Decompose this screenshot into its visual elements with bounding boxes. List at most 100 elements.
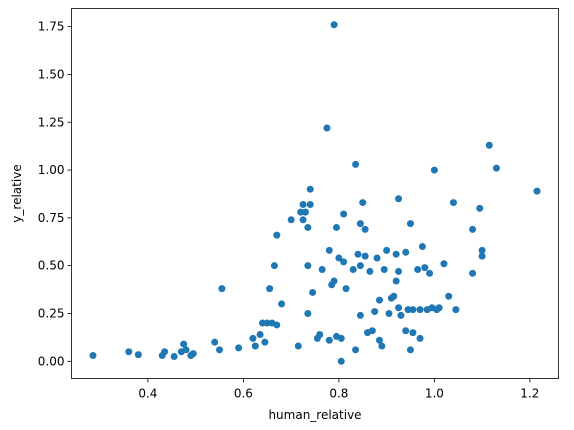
- data-point: [354, 250, 362, 258]
- data-point: [409, 329, 417, 337]
- y-axis-label: y_relative: [10, 164, 24, 222]
- data-point: [270, 262, 278, 270]
- data-point: [430, 166, 438, 174]
- data-point: [287, 216, 295, 224]
- data-point: [340, 258, 348, 266]
- data-point: [235, 344, 243, 352]
- data-point: [533, 187, 541, 195]
- x-tick-label: 1.0: [425, 387, 444, 401]
- x-axis-label: human_relative: [268, 408, 361, 422]
- data-point: [189, 350, 197, 358]
- data-point: [418, 243, 426, 251]
- data-point: [469, 269, 477, 277]
- data-point: [251, 342, 259, 350]
- data-point: [469, 225, 477, 233]
- y-tick-label: 1.00: [38, 163, 65, 177]
- data-point: [395, 195, 403, 203]
- y-tick-label: 1.75: [38, 20, 65, 34]
- data-point: [134, 351, 142, 359]
- plot-background: [71, 8, 559, 379]
- data-point: [309, 288, 317, 296]
- data-point: [356, 262, 364, 270]
- data-point: [125, 348, 133, 356]
- data-point: [385, 309, 393, 317]
- data-point: [356, 220, 364, 228]
- data-point: [325, 246, 333, 254]
- data-point: [368, 327, 376, 335]
- y-tick-label: 0.75: [38, 211, 65, 225]
- data-point: [304, 309, 312, 317]
- data-point: [383, 246, 391, 254]
- data-point: [330, 21, 338, 29]
- data-point: [218, 285, 226, 293]
- data-point: [421, 264, 429, 272]
- data-point: [294, 342, 302, 350]
- data-point: [256, 331, 264, 339]
- data-point: [390, 292, 398, 300]
- y-tick-label: 1.50: [38, 67, 65, 81]
- data-point: [395, 267, 403, 275]
- data-point: [375, 336, 383, 344]
- data-point: [349, 266, 357, 274]
- data-point: [273, 231, 281, 239]
- data-point: [371, 308, 379, 316]
- data-point: [261, 338, 269, 346]
- data-point: [416, 334, 424, 342]
- data-point: [392, 277, 400, 285]
- data-point: [161, 348, 169, 356]
- x-axis-ticks: 0.4 0.6 0.8 1.0 1.2: [138, 378, 539, 401]
- data-point: [395, 304, 403, 312]
- y-tick-label: 0.00: [38, 354, 65, 368]
- data-point: [375, 296, 383, 304]
- data-point: [402, 327, 410, 335]
- data-point: [330, 277, 338, 285]
- data-point: [406, 220, 414, 228]
- data-point: [306, 200, 314, 208]
- data-point: [304, 223, 312, 231]
- data-point: [449, 199, 457, 207]
- data-point: [361, 252, 369, 260]
- data-point: [452, 306, 460, 314]
- data-point: [366, 267, 374, 275]
- data-point: [492, 164, 500, 172]
- data-point: [335, 254, 343, 262]
- data-point: [332, 223, 340, 231]
- data-point: [337, 334, 345, 342]
- data-point: [325, 336, 333, 344]
- data-point: [216, 346, 224, 354]
- data-point: [402, 248, 410, 256]
- data-point: [426, 269, 434, 277]
- data-point: [318, 266, 326, 274]
- data-point: [304, 262, 312, 270]
- data-point: [416, 306, 424, 314]
- data-point: [337, 357, 345, 365]
- data-point: [352, 346, 360, 354]
- data-point: [278, 300, 286, 308]
- data-point: [340, 210, 348, 218]
- data-point: [392, 250, 400, 258]
- y-tick-label: 1.25: [38, 115, 65, 129]
- data-point: [445, 292, 453, 300]
- data-point: [299, 200, 307, 208]
- data-point: [397, 311, 405, 319]
- data-point: [352, 160, 360, 168]
- data-point: [414, 266, 422, 274]
- data-point: [299, 216, 307, 224]
- data-point: [211, 338, 219, 346]
- x-tick-label: 0.4: [138, 387, 157, 401]
- data-point: [249, 334, 257, 342]
- plot-frame: [71, 8, 559, 379]
- data-point: [182, 346, 190, 354]
- data-point: [342, 285, 350, 293]
- data-point: [361, 225, 369, 233]
- data-point: [359, 199, 367, 207]
- data-point: [170, 353, 178, 361]
- data-point: [373, 254, 381, 262]
- data-point: [180, 340, 188, 348]
- x-tick-label: 0.8: [329, 387, 348, 401]
- data-point: [406, 346, 414, 354]
- y-tick-label: 0.50: [38, 259, 65, 273]
- data-point: [356, 311, 364, 319]
- x-tick-label: 1.2: [520, 387, 539, 401]
- data-point: [323, 124, 331, 132]
